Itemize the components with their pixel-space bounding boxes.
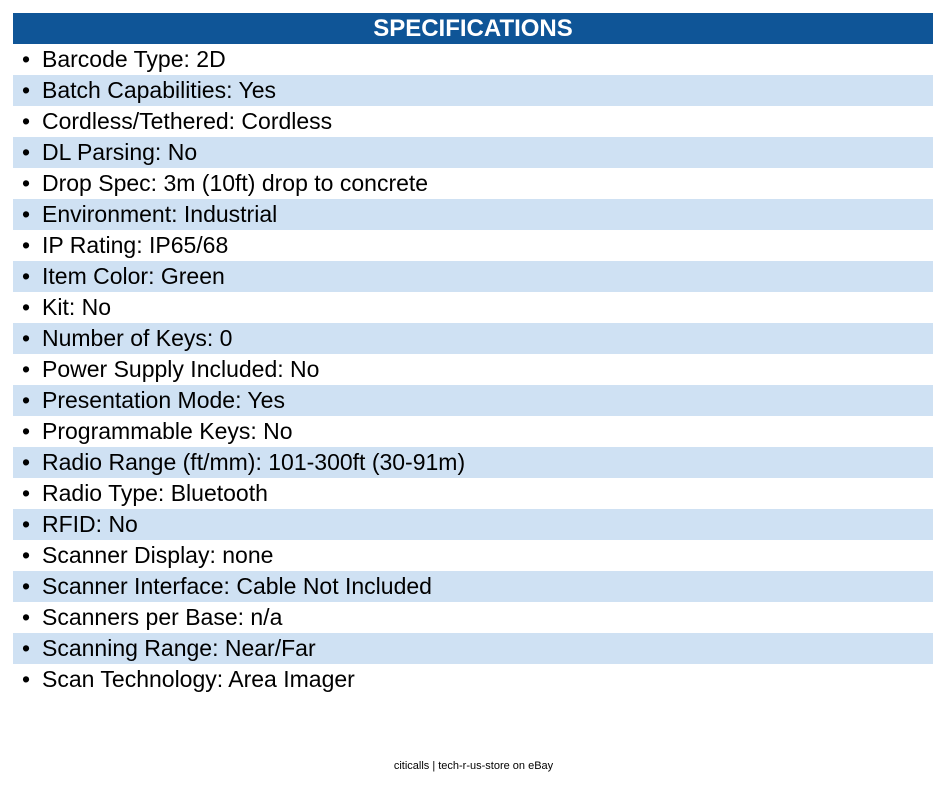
- bullet-icon: •: [22, 46, 31, 72]
- specifications-list: • Barcode Type: 2D • Batch Capabilities: Y…: [13, 44, 933, 695]
- spec-row: • Cordless/Tethered: Cordless: [13, 106, 933, 137]
- spec-text: IP Rating: IP65/68: [42, 232, 229, 258]
- spec-row: • Item Color: Green: [13, 261, 933, 292]
- spec-text: Drop Spec: 3m (10ft) drop to concrete: [42, 170, 429, 196]
- spec-row: • Batch Capabilities: Yes: [13, 75, 933, 106]
- spec-text: Number of Keys: 0: [42, 325, 233, 351]
- bullet-icon: •: [22, 170, 31, 196]
- spec-row: • Scanner Interface: Cable Not Included: [13, 571, 933, 602]
- specifications-header: SPECIFICATIONS: [13, 13, 933, 44]
- spec-row: • Barcode Type: 2D: [13, 44, 933, 75]
- spec-text: Power Supply Included: No: [42, 356, 320, 382]
- spec-text: Cordless/Tethered: Cordless: [42, 108, 333, 134]
- bullet-icon: •: [22, 356, 31, 382]
- bullet-icon: •: [22, 294, 31, 320]
- spec-row: • Kit: No: [13, 292, 933, 323]
- spec-row: • RFID: No: [13, 509, 933, 540]
- bullet-icon: •: [22, 263, 31, 289]
- spec-text: RFID: No: [42, 511, 138, 537]
- spec-row: • Scanners per Base: n/a: [13, 602, 933, 633]
- spec-text: Kit: No: [42, 294, 112, 320]
- spec-text: Scanning Range: Near/Far: [42, 635, 316, 661]
- spec-text: Environment: Industrial: [42, 201, 278, 227]
- bullet-icon: •: [22, 77, 31, 103]
- bullet-icon: •: [22, 635, 31, 661]
- spec-text: DL Parsing: No: [42, 139, 198, 165]
- bullet-icon: •: [22, 480, 31, 506]
- spec-text: Item Color: Green: [42, 263, 225, 289]
- spec-row: • Environment: Industrial: [13, 199, 933, 230]
- bullet-icon: •: [22, 604, 31, 630]
- bullet-icon: •: [22, 325, 31, 351]
- bullet-icon: •: [22, 573, 31, 599]
- bullet-icon: •: [22, 418, 31, 444]
- bullet-icon: •: [22, 542, 31, 568]
- spec-row: • Radio Type: Bluetooth: [13, 478, 933, 509]
- spec-row: • Number of Keys: 0: [13, 323, 933, 354]
- spec-text: Scanner Display: none: [42, 542, 274, 568]
- bullet-icon: •: [22, 201, 31, 227]
- bullet-icon: •: [22, 108, 31, 134]
- spec-text: Barcode Type: 2D: [42, 46, 226, 72]
- spec-text: Scanners per Base: n/a: [42, 604, 283, 630]
- spec-row: • Scan Technology: Area Imager: [13, 664, 933, 695]
- spec-row: • Radio Range (ft/mm): 101-300ft (30-91m): [13, 447, 933, 478]
- bullet-icon: •: [22, 387, 31, 413]
- spec-text: Presentation Mode: Yes: [42, 387, 285, 413]
- spec-row: • Power Supply Included: No: [13, 354, 933, 385]
- spec-row: • DL Parsing: No: [13, 137, 933, 168]
- bullet-icon: •: [22, 449, 31, 475]
- bullet-icon: •: [22, 666, 31, 692]
- spec-row: • IP Rating: IP65/68: [13, 230, 933, 261]
- spec-text: Radio Range (ft/mm): 101-300ft (30-91m): [42, 449, 466, 475]
- footer-credit: citicalls | tech-r-us-store on eBay: [393, 760, 554, 772]
- bullet-icon: •: [22, 511, 31, 537]
- spec-row: • Presentation Mode: Yes: [13, 385, 933, 416]
- bullet-icon: •: [22, 232, 31, 258]
- spec-text: Programmable Keys: No: [42, 418, 293, 444]
- spec-row: • Drop Spec: 3m (10ft) drop to concrete: [13, 168, 933, 199]
- spec-text: Radio Type: Bluetooth: [42, 480, 268, 506]
- spec-row: • Scanning Range: Near/Far: [13, 633, 933, 664]
- bullet-icon: •: [22, 139, 31, 165]
- spec-row: • Scanner Display: none: [13, 540, 933, 571]
- spec-row: • Programmable Keys: No: [13, 416, 933, 447]
- spec-text: Scanner Interface: Cable Not Included: [42, 573, 432, 599]
- spec-text: Batch Capabilities: Yes: [42, 77, 276, 103]
- spec-text: Scan Technology: Area Imager: [42, 666, 355, 692]
